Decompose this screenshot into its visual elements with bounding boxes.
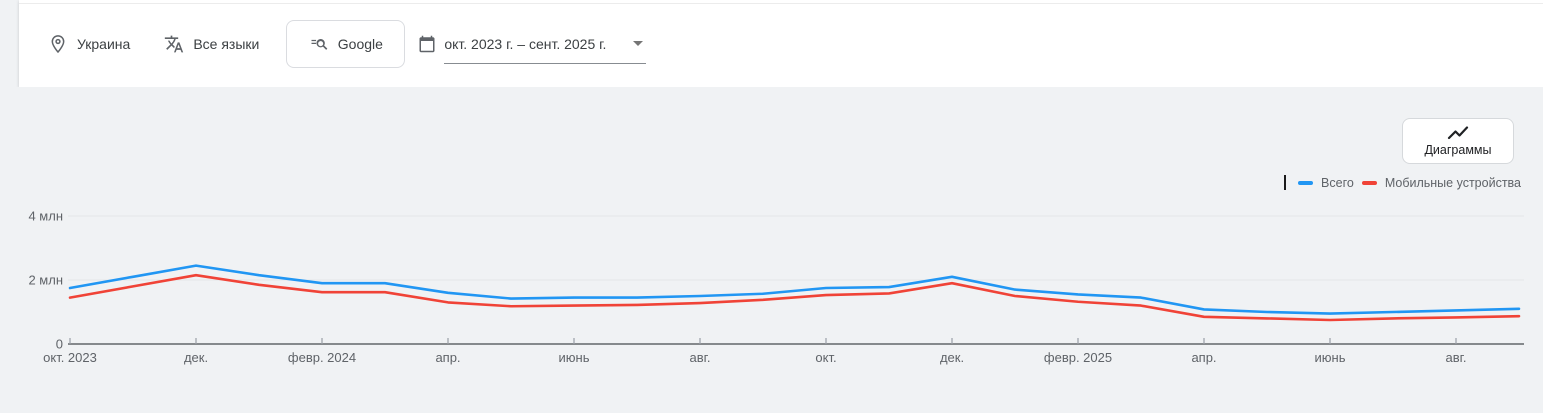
line-chart: 0 2 млн 4 млн окт. 2023 дек. февр. 2024 апр. ию… bbox=[28, 209, 1524, 365]
location-pin-icon bbox=[48, 34, 68, 54]
legend-item-mobile[interactable]: Мобильные устройства bbox=[1361, 175, 1521, 190]
svg-text:апр.: апр. bbox=[1191, 350, 1216, 365]
legend-swatch-total bbox=[1298, 180, 1314, 185]
svg-text:апр.: апр. bbox=[435, 350, 460, 365]
translate-icon bbox=[164, 34, 184, 54]
filters-toolbar-inner: Украина Все языки Google bbox=[19, 0, 1543, 87]
chart-legend: Всего Мобильные устройства bbox=[1284, 175, 1521, 190]
svg-text:2 млн: 2 млн bbox=[28, 273, 63, 288]
svg-text:февр. 2024: февр. 2024 bbox=[288, 350, 356, 365]
legend-cursor-line bbox=[1284, 175, 1287, 190]
language-filter-label: Все языки bbox=[193, 35, 260, 52]
chevron-down-icon bbox=[633, 41, 644, 46]
svg-text:окт.: окт. bbox=[815, 350, 836, 365]
charts-toggle-label: Диаграммы bbox=[1424, 142, 1492, 157]
svg-text:июнь: июнь bbox=[1315, 350, 1346, 365]
location-filter[interactable]: Украина bbox=[48, 34, 130, 54]
line-chart-icon bbox=[1446, 125, 1470, 141]
svg-text:4 млн: 4 млн bbox=[28, 209, 63, 224]
legend-item-total[interactable]: Всего bbox=[1298, 176, 1354, 190]
svg-text:июнь: июнь bbox=[559, 350, 590, 365]
legend-label-mobile: Мобильные устройства bbox=[1384, 175, 1521, 190]
date-range-field: окт. 2023 г. – сент. 2025 г. bbox=[444, 35, 647, 64]
language-filter[interactable]: Все языки bbox=[164, 34, 259, 54]
location-filter-label: Украина bbox=[77, 35, 131, 52]
svg-text:авг.: авг. bbox=[1446, 350, 1467, 365]
charts-toggle-button[interactable]: Диаграммы bbox=[1402, 118, 1514, 164]
svg-text:дек.: дек. bbox=[184, 350, 208, 365]
svg-text:окт. 2023: окт. 2023 bbox=[43, 350, 97, 365]
chart-section: 0 2 млн 4 млн окт. 2023 дек. февр. 2024 апр. ию… bbox=[0, 87, 1543, 413]
svg-text:дек.: дек. bbox=[940, 350, 964, 365]
calendar-icon bbox=[418, 35, 436, 53]
filters-toolbar: Украина Все языки Google bbox=[19, 0, 1543, 87]
search-lines-icon bbox=[309, 34, 329, 54]
network-google-label: Google bbox=[337, 35, 383, 52]
svg-text:0: 0 bbox=[56, 337, 63, 352]
date-range-selector[interactable]: окт. 2023 г. – сент. 2025 г. bbox=[418, 35, 647, 64]
network-google-button[interactable]: Google bbox=[286, 19, 406, 68]
legend-label-total: Всего bbox=[1321, 175, 1354, 190]
svg-text:авг.: авг. bbox=[690, 350, 711, 365]
svg-text:февр. 2025: февр. 2025 bbox=[1044, 350, 1112, 365]
legend-swatch-mobile bbox=[1361, 180, 1377, 185]
date-range-label: окт. 2023 г. – сент. 2025 г. bbox=[444, 35, 607, 52]
